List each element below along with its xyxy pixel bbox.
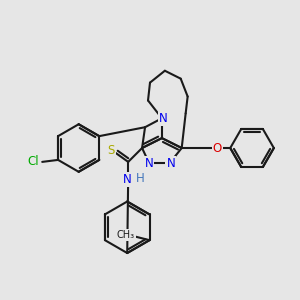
Text: N: N xyxy=(158,112,167,125)
Text: S: S xyxy=(108,143,115,157)
Text: N: N xyxy=(167,158,175,170)
Text: N: N xyxy=(145,158,153,170)
Text: Cl: Cl xyxy=(28,155,39,168)
Text: H: H xyxy=(136,172,145,185)
Text: O: O xyxy=(213,142,222,154)
Text: N: N xyxy=(123,173,132,186)
Text: CH₃: CH₃ xyxy=(117,230,135,240)
